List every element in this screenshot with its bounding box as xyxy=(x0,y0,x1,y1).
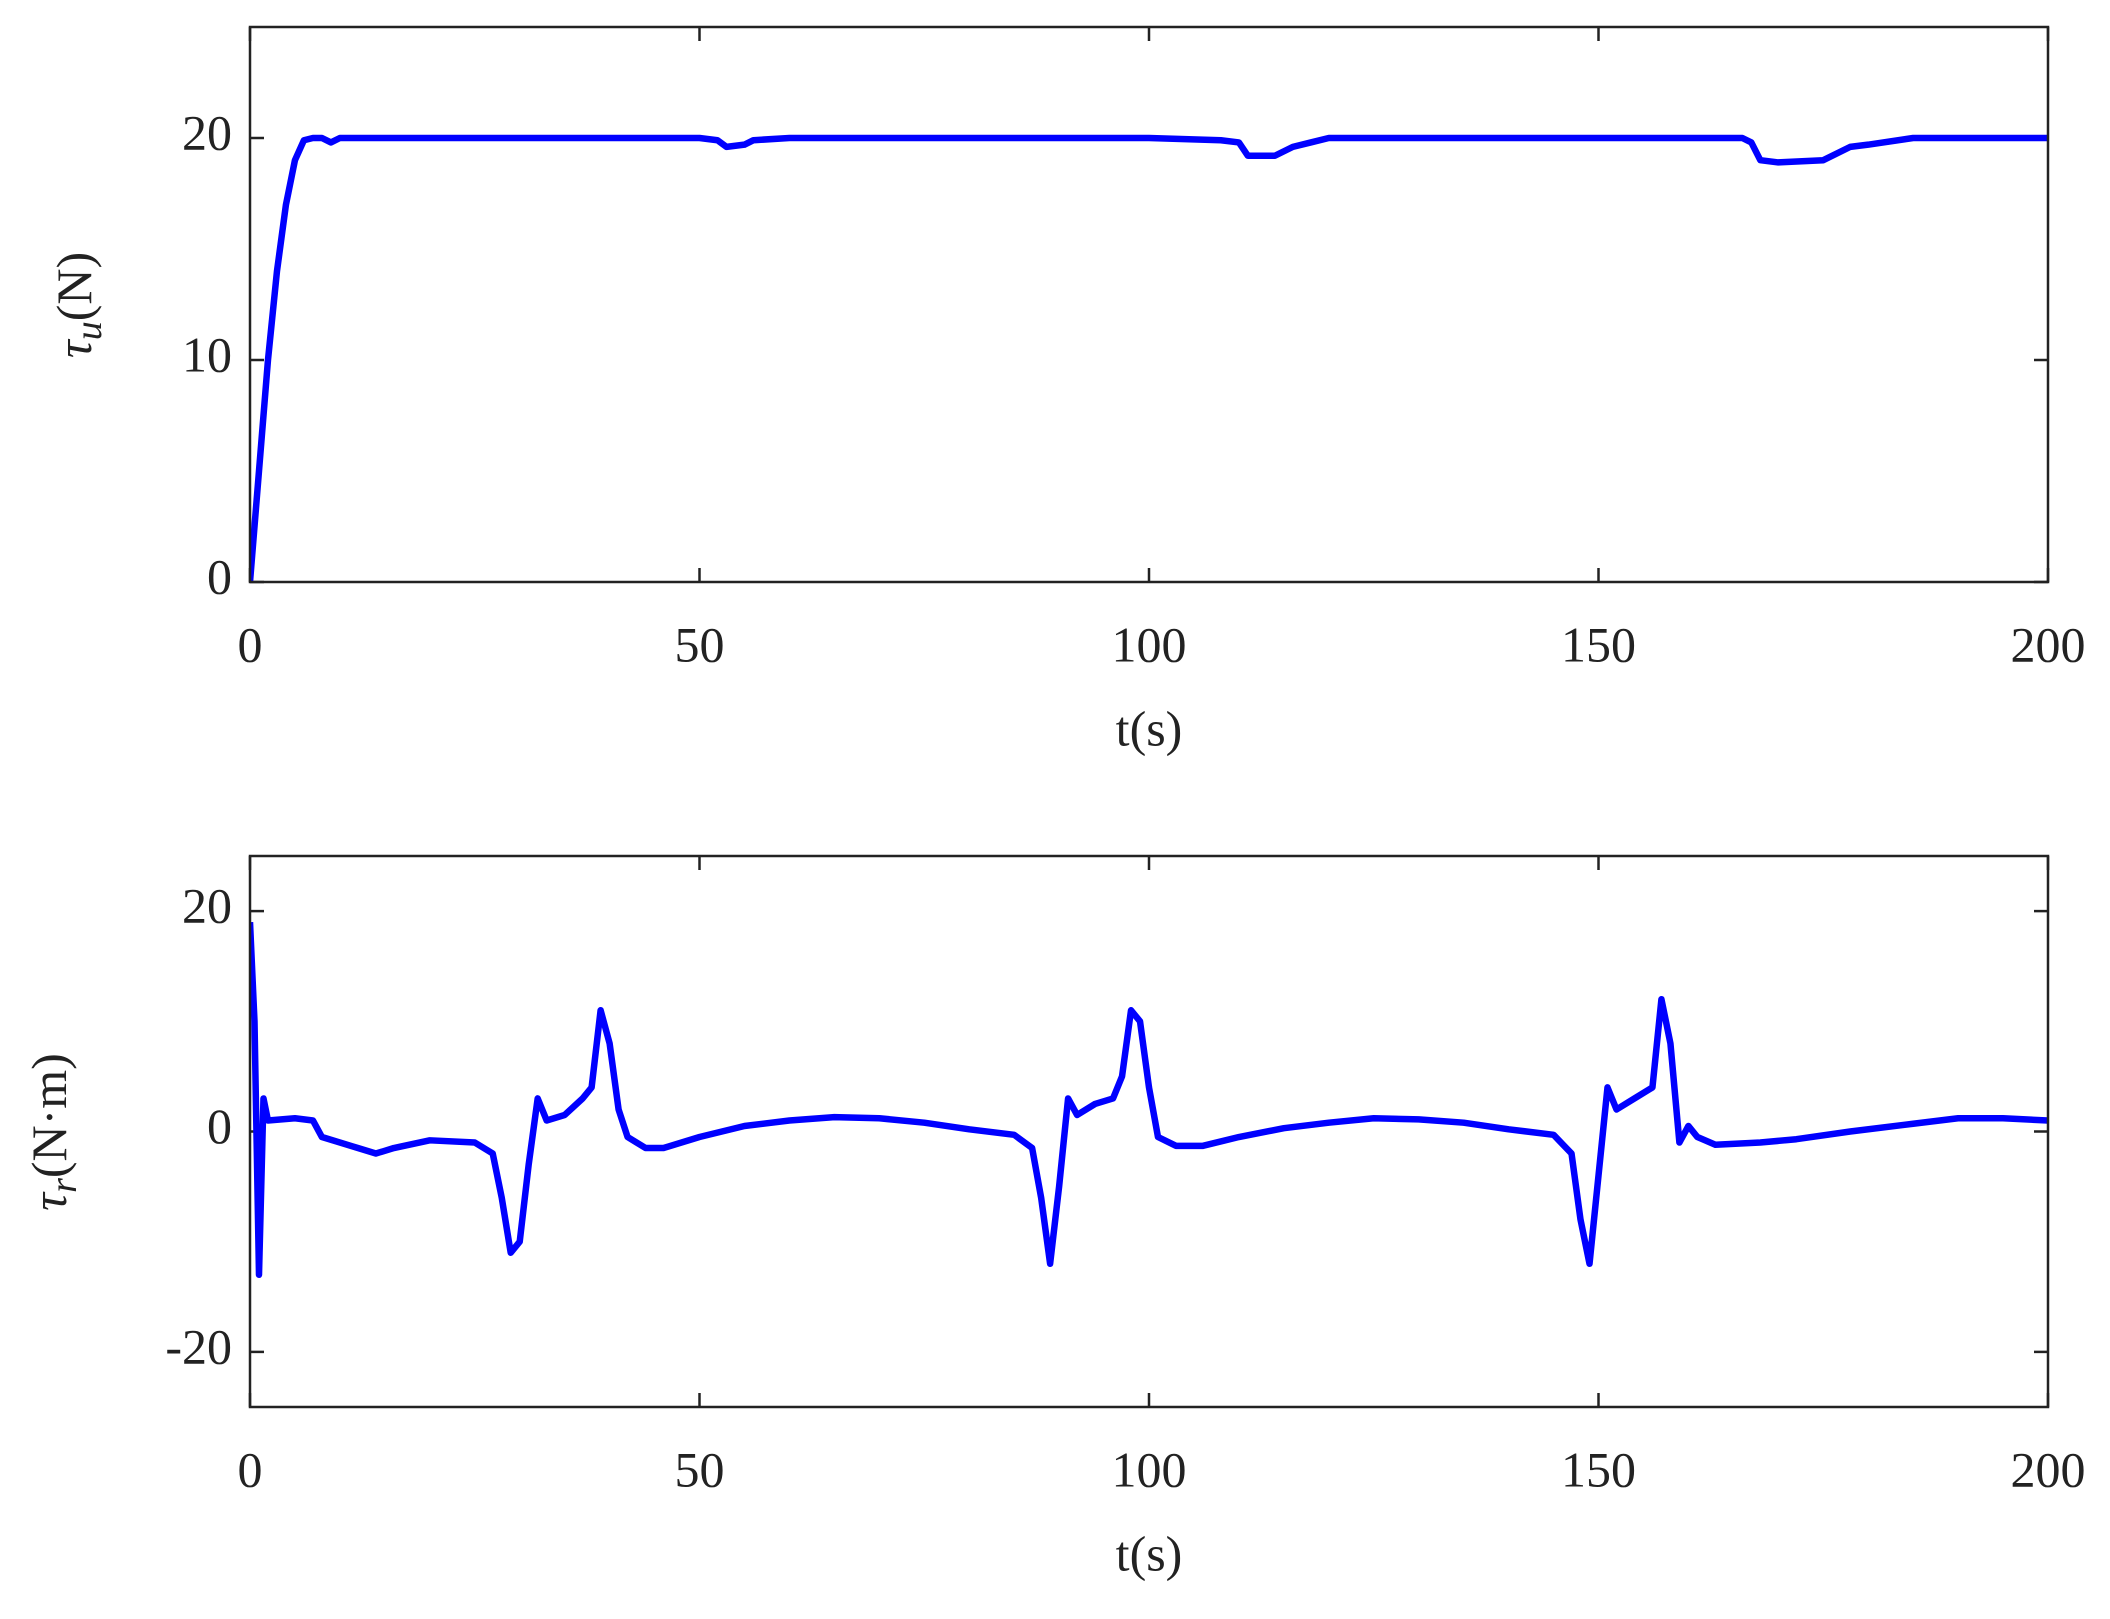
x-tick-label: 100 xyxy=(1112,616,1187,672)
x-tick-label: 50 xyxy=(675,1441,725,1497)
data-line xyxy=(250,921,2048,1279)
y-tick-label: 20 xyxy=(182,104,232,160)
y-label-unit: (N) xyxy=(46,252,102,321)
y-label-subscript: r xyxy=(43,1178,85,1193)
y-tick-label: -20 xyxy=(165,1318,232,1374)
x-tick-label: 150 xyxy=(1561,1441,1636,1497)
y-label-subscript: u xyxy=(68,321,110,340)
x-tick-label: 0 xyxy=(238,616,263,672)
x-tick-label: 200 xyxy=(2011,616,2086,672)
y-tick-label: 0 xyxy=(207,1098,232,1154)
y-axis-label: τu(N) xyxy=(46,252,109,358)
plot-frame xyxy=(248,25,2050,584)
x-tick-label: 100 xyxy=(1112,1441,1187,1497)
x-axis-label: t(s) xyxy=(1116,700,1183,756)
x-axis-label: t(s) xyxy=(1116,1525,1183,1581)
y-label-symbol: τ xyxy=(21,1191,77,1211)
y-label-symbol: τ xyxy=(46,338,102,358)
y-label-unit: (N·m) xyxy=(21,1053,77,1178)
y-tick-label: 0 xyxy=(207,548,232,604)
y-tick-label: 20 xyxy=(182,878,232,934)
x-tick-label: 50 xyxy=(675,616,725,672)
x-tick-label: 150 xyxy=(1561,616,1636,672)
y-tick-label: 10 xyxy=(182,326,232,382)
x-tick-label: 200 xyxy=(2011,1441,2086,1497)
x-tick-label: 0 xyxy=(238,1441,263,1497)
plot-frame xyxy=(248,854,2050,1409)
data-line xyxy=(250,134,2048,582)
y-axis-label: τr(N·m) xyxy=(21,1053,84,1211)
